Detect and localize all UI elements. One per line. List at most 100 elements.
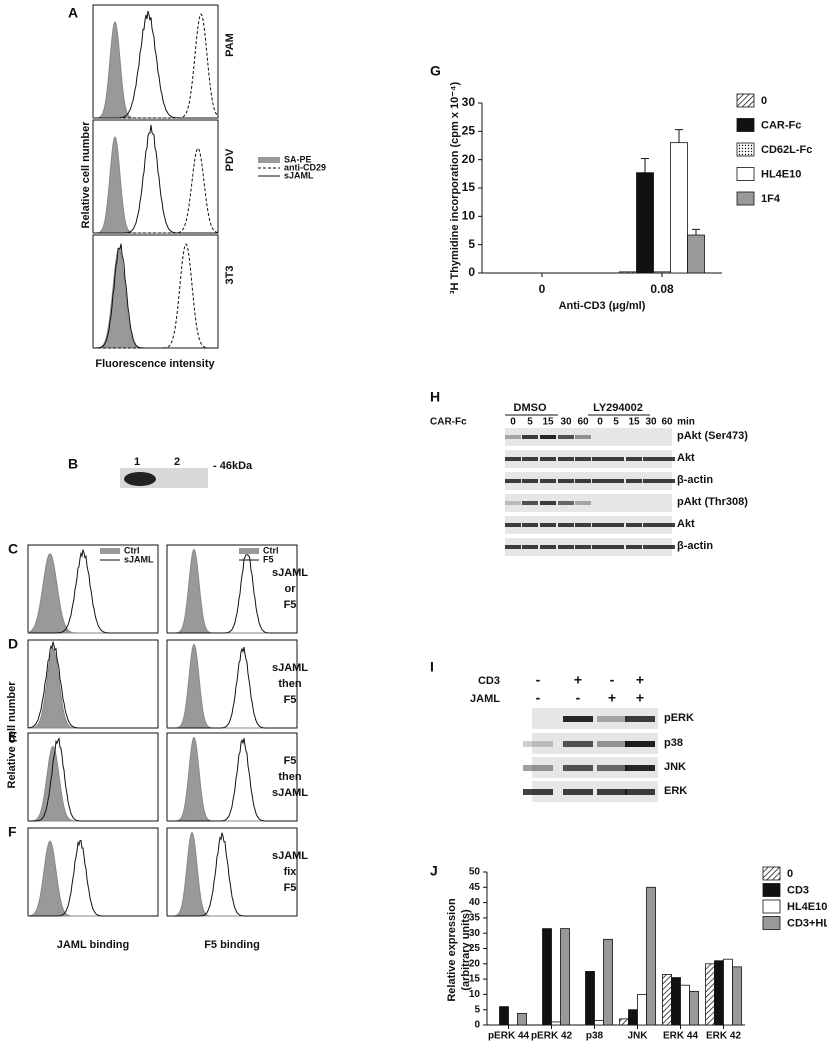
blot-band [523, 765, 553, 771]
y-axis-label: Relative cell number [80, 121, 92, 229]
y-tick-label: 45 [469, 882, 481, 893]
condition-sign: + [608, 690, 616, 706]
blot-band [540, 545, 556, 549]
group-label: LY294002 [593, 402, 643, 414]
panel-label: C [8, 541, 18, 557]
blot-band [522, 501, 538, 505]
condition-label: F5 [284, 882, 297, 894]
bar [723, 958, 733, 1026]
panel-label: G [430, 63, 441, 79]
bar [517, 1012, 527, 1026]
lane-label: 1 [134, 456, 140, 468]
condition-sign: + [636, 690, 644, 706]
blot-band [592, 545, 608, 549]
blot-band [540, 457, 556, 461]
y-tick-label: 20 [469, 958, 481, 969]
blot-band [597, 716, 627, 722]
bar [680, 984, 690, 1026]
condition-sign: + [574, 672, 582, 688]
bar [594, 1020, 604, 1026]
x-tick-label: ERK 42 [706, 1031, 741, 1042]
blot-band [626, 457, 642, 461]
bar [671, 977, 681, 1026]
y-tick-label: 0 [474, 1020, 480, 1031]
blot-band [625, 741, 655, 747]
blot-label: ERK [664, 785, 687, 797]
panel-label: J [430, 863, 438, 879]
bar [637, 994, 647, 1026]
sample-histogram [167, 646, 297, 729]
x-tick-label: 0.08 [650, 282, 674, 296]
blot [505, 494, 672, 512]
condition-label: JAML [470, 693, 500, 705]
blot-label: p38 [664, 737, 683, 749]
y-tick-label: 5 [474, 1004, 480, 1015]
panel-label: D [8, 636, 18, 652]
bar [619, 1018, 629, 1026]
blot-band [592, 479, 608, 483]
condition-label: sJAML [272, 567, 308, 579]
blot-band [558, 545, 574, 549]
bar [585, 971, 595, 1026]
x-axis-label: Fluorescence intensity [95, 358, 215, 370]
blot [532, 733, 658, 754]
legend-label: CD3+HL4E10 [787, 917, 827, 929]
y-axis-label: ³H Thymidine incorporation (cpm x 10⁻⁴) [449, 82, 461, 295]
time-label: 0 [597, 417, 603, 428]
sample-histogram [167, 548, 297, 634]
blot-band [505, 435, 521, 439]
legend-label: CD62L-Fc [761, 144, 812, 156]
y-tick-label: 15 [462, 180, 476, 194]
blot-band [643, 545, 659, 549]
sample-histogram [27, 736, 158, 822]
condition-label: F5 [284, 599, 297, 611]
time-label: 15 [542, 417, 554, 428]
blot-label: Akt [677, 518, 695, 530]
legend-swatch [762, 899, 781, 914]
bar [705, 963, 715, 1026]
blot-band [540, 435, 556, 439]
bar [603, 938, 613, 1026]
legend-swatch [239, 548, 259, 554]
x-axis-label: JAML binding [57, 939, 130, 951]
condition-label: F5 [284, 755, 297, 767]
sample-histogram [167, 738, 297, 822]
bar [732, 966, 742, 1026]
y-tick-label: 35 [469, 913, 481, 924]
y-axis-label: Relative cell number [6, 681, 18, 789]
bar [670, 142, 688, 274]
blot-band [597, 789, 627, 795]
blot-label: JNK [664, 761, 686, 773]
blot-band [625, 789, 655, 795]
marker-label: - 46kDa [213, 460, 253, 472]
legend-swatch [762, 916, 781, 930]
time-label: 30 [560, 417, 572, 428]
condition-sign: + [636, 672, 644, 688]
blot-band [659, 479, 675, 483]
blot-band [659, 523, 675, 527]
blot-band [540, 501, 556, 505]
legend-label: Ctrl [124, 545, 140, 555]
blot-band [659, 457, 675, 461]
legend-swatch [258, 157, 280, 163]
panel-label: A [68, 5, 78, 21]
blot-band [575, 479, 591, 483]
blot-band [505, 545, 521, 549]
blot-band [563, 741, 593, 747]
blot-band [592, 457, 608, 461]
legend-swatch [736, 191, 755, 206]
legend-swatch [762, 866, 781, 881]
row-label: 3T3 [224, 266, 236, 285]
legend-label: CD3 [787, 884, 809, 896]
blot-band [563, 716, 593, 722]
legend-label: 0 [761, 95, 767, 107]
bar [646, 886, 656, 1026]
y-axis-label: Relative expression [446, 898, 458, 1002]
blot-band [597, 765, 627, 771]
legend-label: 1F4 [761, 193, 781, 205]
legend-label: HL4E10 [761, 168, 801, 180]
blot-band [522, 479, 538, 483]
sample-histogram [28, 549, 158, 634]
bar [714, 960, 724, 1026]
sample-histogram [167, 832, 297, 917]
